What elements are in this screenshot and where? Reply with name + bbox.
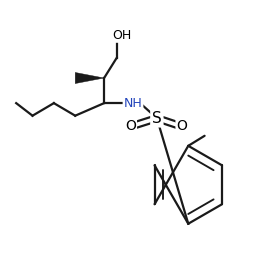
Polygon shape bbox=[75, 72, 104, 84]
Text: O: O bbox=[177, 119, 188, 133]
Text: O: O bbox=[125, 119, 136, 133]
Text: NH: NH bbox=[124, 97, 142, 110]
Text: S: S bbox=[152, 111, 162, 126]
Text: OH: OH bbox=[112, 29, 131, 42]
